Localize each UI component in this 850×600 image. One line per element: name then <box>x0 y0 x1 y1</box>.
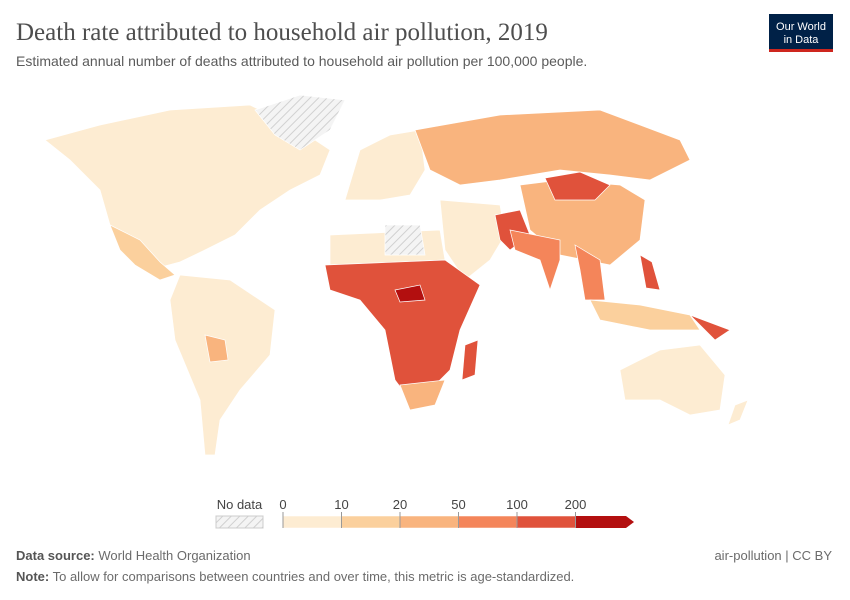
logo-box <box>769 14 833 50</box>
logo-text: in Data <box>784 34 820 46</box>
sub-saharan-africa <box>324 259 481 401</box>
title: Death rate attributed to household air p… <box>16 19 548 46</box>
south-africa <box>399 379 446 411</box>
south-america <box>169 274 276 456</box>
legend-swatch <box>399 515 459 529</box>
legend-tick-label: 100 <box>506 497 528 512</box>
legend-swatch <box>282 515 342 529</box>
legend-tick-label: 200 <box>565 497 587 512</box>
mexico <box>109 224 176 281</box>
legend-tick-label: 0 <box>279 497 286 512</box>
source-label: Data source: <box>16 548 95 563</box>
philippines <box>639 254 661 291</box>
legend-swatch <box>341 515 401 529</box>
logo-text: Our World <box>776 21 826 33</box>
indonesia <box>589 299 701 331</box>
europe <box>344 129 426 201</box>
bolivia <box>204 334 229 363</box>
note: Note: To allow for comparisons between c… <box>16 569 574 584</box>
legend: No data 0 10 20 50 100 200 <box>215 497 634 529</box>
logo: Our World in Data <box>769 14 833 52</box>
no-data-swatch <box>215 515 264 529</box>
source-text: World Health Organization <box>98 548 250 563</box>
subtitle: Estimated annual number of deaths attrib… <box>16 53 587 69</box>
new-zealand <box>727 399 749 426</box>
papua-new-guinea <box>689 314 731 341</box>
madagascar <box>461 339 479 381</box>
russia <box>414 109 691 186</box>
legend-swatch <box>516 515 576 529</box>
india <box>509 229 561 292</box>
libya <box>384 224 426 256</box>
slug: air-pollution | CC BY <box>714 548 832 563</box>
world-map <box>44 94 749 456</box>
legend-tick-label: 10 <box>334 497 348 512</box>
note-text: To allow for comparisons between countri… <box>53 569 575 584</box>
central-african-republic <box>394 284 426 303</box>
australia <box>619 344 726 416</box>
legend-swatch <box>575 516 634 528</box>
note-label: Note: <box>16 569 49 584</box>
source: Data source: World Health Organization <box>16 548 251 563</box>
logo-underline <box>769 49 833 52</box>
legend-tick-label: 20 <box>393 497 407 512</box>
middle-east <box>439 199 506 281</box>
legend-tick-label: 50 <box>451 497 465 512</box>
southeast-asia <box>574 244 606 301</box>
greenland <box>254 94 346 151</box>
no-data-label: No data <box>217 497 263 512</box>
mongolia <box>544 171 611 201</box>
legend-swatch <box>458 515 518 529</box>
